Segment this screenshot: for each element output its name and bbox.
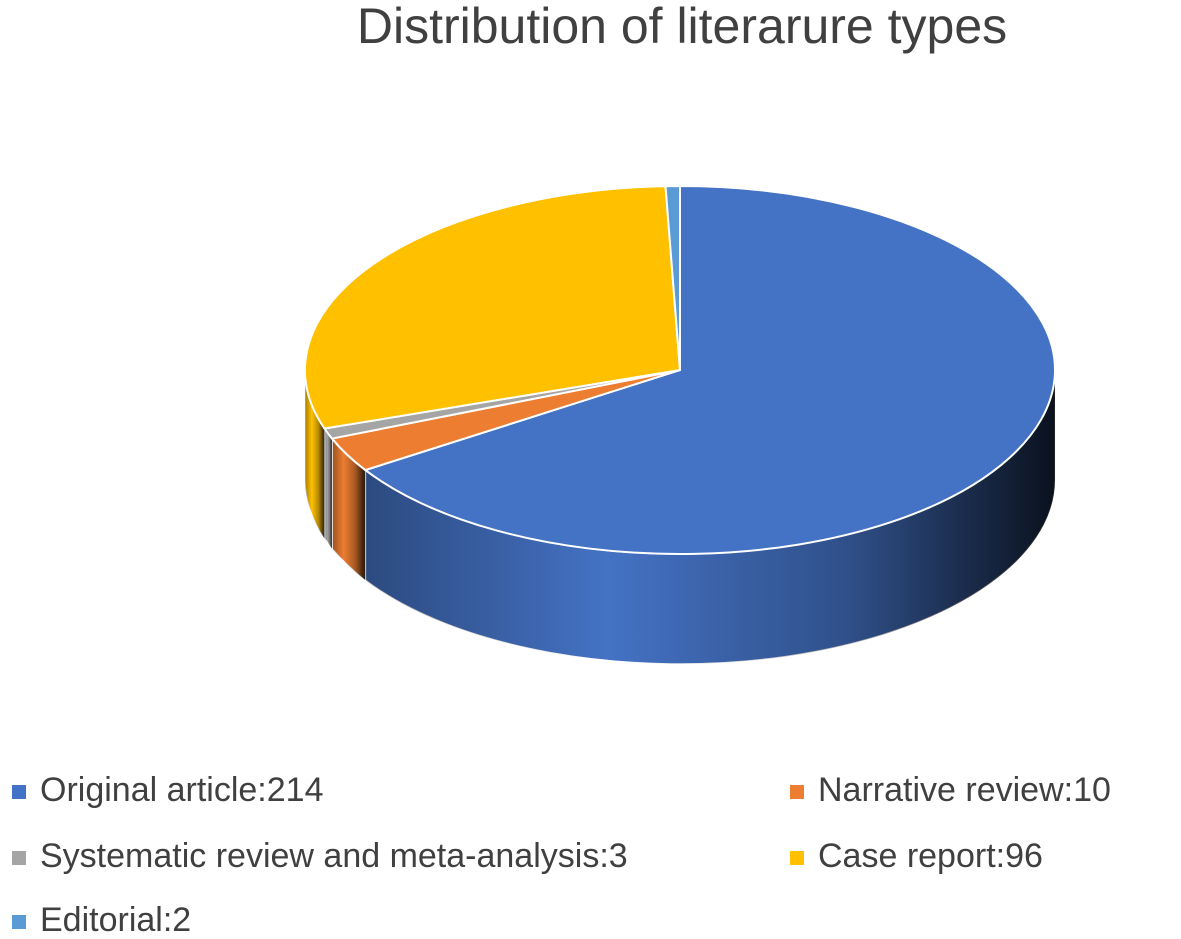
legend-label: Case report:96 [818,837,1043,875]
legend-label: Original article:214 [40,771,323,809]
legend-marker [12,851,26,865]
legend-marker [790,785,804,799]
slice-side-shade [332,438,366,581]
legend-label: Narrative review:10 [818,771,1111,809]
slice [304,185,682,430]
slice-side-shade [365,370,1055,664]
legend-marker [12,915,26,929]
chart-title: Distribution of literarure types [357,0,1007,54]
legend: Original article:214 Narrative review:10 S… [12,771,1111,939]
legend-marker [790,851,804,865]
slice-side-shade [305,370,325,539]
legend-label: Editorial:2 [40,901,191,939]
slice [363,184,1056,555]
slice-side-shade [324,428,333,549]
legend-marker [12,785,26,799]
pie-tops [304,184,1056,555]
legend-label: Systematic review and meta-analysis:3 [40,837,628,875]
slice [664,184,681,371]
